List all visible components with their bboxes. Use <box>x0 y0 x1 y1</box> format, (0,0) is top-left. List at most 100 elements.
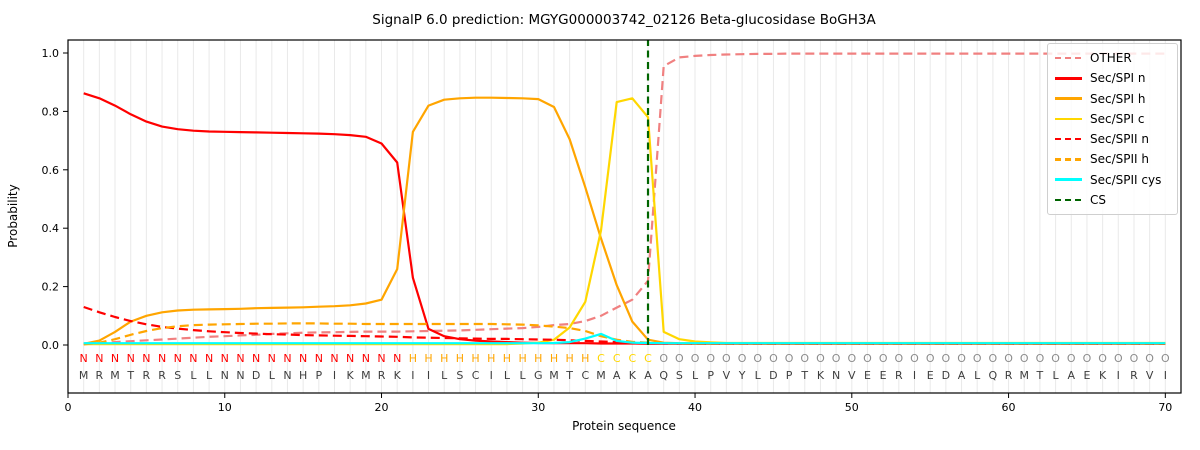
sequence-letter: R <box>895 369 903 382</box>
legend-line-sample <box>1055 117 1082 121</box>
series-line-other <box>83 52 1166 345</box>
region-label: N <box>315 352 323 365</box>
region-label: O <box>863 352 872 365</box>
region-label: O <box>1114 352 1123 365</box>
sequence-letter: K <box>347 369 355 382</box>
sequence-letter: R <box>1005 369 1013 382</box>
region-label: O <box>1083 352 1092 365</box>
legend-label: OTHER <box>1090 51 1132 66</box>
region-label: H <box>581 352 589 365</box>
legend-item-sec-spii-h: Sec/SPII h <box>1055 149 1170 169</box>
sequence-letter: M <box>79 369 89 382</box>
legend-line-sample <box>1055 137 1082 141</box>
legend: OTHER Sec/SPI n Sec/SPI h Sec/SPI c Sec/SPII… <box>1047 43 1178 215</box>
x-tick-label: 50 <box>845 401 859 414</box>
region-label: H <box>440 352 448 365</box>
region-label: O <box>800 352 809 365</box>
x-tick-label: 70 <box>1158 401 1172 414</box>
region-label: N <box>95 352 103 365</box>
region-label: N <box>283 352 291 365</box>
sequence-letter: V <box>723 369 731 382</box>
region-label: O <box>879 352 888 365</box>
sequence-letter: E <box>927 369 934 382</box>
plot-title: SignalP 6.0 prediction: MGYG000003742_02… <box>372 12 876 28</box>
sequence-letter: S <box>174 369 181 382</box>
sequence-letter: P <box>707 369 714 382</box>
region-label: C <box>597 352 605 365</box>
region-label: O <box>894 352 903 365</box>
region-label: O <box>691 352 700 365</box>
region-label: C <box>613 352 621 365</box>
region-label: N <box>346 352 354 365</box>
region-label: N <box>362 352 370 365</box>
region-label: O <box>989 352 998 365</box>
sequence-letter: M <box>361 369 371 382</box>
region-label: N <box>268 352 276 365</box>
sequence-letter: D <box>252 369 260 382</box>
region-label: O <box>1067 352 1076 365</box>
sequence-letter: C <box>472 369 480 382</box>
sequence-letter: M <box>1019 369 1029 382</box>
sequence-letter: L <box>441 369 448 382</box>
legend-line-sample <box>1055 97 1082 100</box>
legend-line-sample <box>1055 77 1082 80</box>
region-label: N <box>174 352 182 365</box>
sequence-letter: M <box>110 369 120 382</box>
region-label: O <box>926 352 935 365</box>
legend-item-other: OTHER <box>1055 48 1170 68</box>
sequence-letter: C <box>581 369 589 382</box>
region-label: N <box>299 352 307 365</box>
legend-line-sample <box>1055 158 1082 161</box>
y-tick-label: 0.4 <box>42 222 60 235</box>
x-tick-label: 0 <box>65 401 72 414</box>
sequence-letter: I <box>411 369 414 382</box>
sequence-letter: L <box>1053 369 1060 382</box>
legend-item-sec-spi-n: Sec/SPI n <box>1055 68 1170 88</box>
legend-label: Sec/SPII n <box>1090 132 1149 147</box>
region-label: C <box>628 352 636 365</box>
y-tick-label: 0.2 <box>42 281 60 294</box>
sequence-letter: S <box>456 369 463 382</box>
region-label: O <box>1020 352 1029 365</box>
region-label: O <box>722 352 731 365</box>
legend-label: Sec/SPI c <box>1090 111 1145 126</box>
series-line-sec-spi-n <box>83 92 1166 345</box>
legend-line-sample <box>1055 56 1082 60</box>
sequence-letter: A <box>958 369 966 382</box>
legend-label: Sec/SPI h <box>1090 91 1146 106</box>
legend-line-sample <box>1055 178 1082 181</box>
region-label: O <box>738 352 747 365</box>
sequence-letter: K <box>394 369 402 382</box>
x-tick-label: 20 <box>375 401 389 414</box>
region-label: N <box>377 352 385 365</box>
region-label: N <box>111 352 119 365</box>
sequence-letter: D <box>942 369 950 382</box>
sequence-letter: T <box>1036 369 1044 382</box>
sequence-letter: L <box>504 369 511 382</box>
sequence-letter: R <box>96 369 104 382</box>
sequence-letter: I <box>1117 369 1120 382</box>
y-tick-label: 0.0 <box>42 339 60 352</box>
legend-item-cs: CS <box>1055 190 1170 210</box>
sequence-letter: L <box>206 369 213 382</box>
sequence-letter: H <box>299 369 307 382</box>
region-label: H <box>456 352 464 365</box>
region-label: H <box>471 352 479 365</box>
x-tick-label: 60 <box>1002 401 1016 414</box>
region-label: O <box>785 352 794 365</box>
sequence-letter: A <box>644 369 652 382</box>
sequence-letter: E <box>880 369 887 382</box>
sequence-letter: Q <box>989 369 998 382</box>
sequence-letter: M <box>549 369 559 382</box>
sequence-letter: S <box>676 369 683 382</box>
sequence-letter: Q <box>659 369 668 382</box>
sequence-letter: K <box>629 369 637 382</box>
region-label: O <box>1051 352 1060 365</box>
sequence-letter: E <box>864 369 871 382</box>
sequence-letter: A <box>613 369 621 382</box>
region-label: O <box>706 352 715 365</box>
y-tick-label: 1.0 <box>42 47 60 60</box>
region-label: O <box>1098 352 1107 365</box>
x-tick-label: 10 <box>218 401 232 414</box>
